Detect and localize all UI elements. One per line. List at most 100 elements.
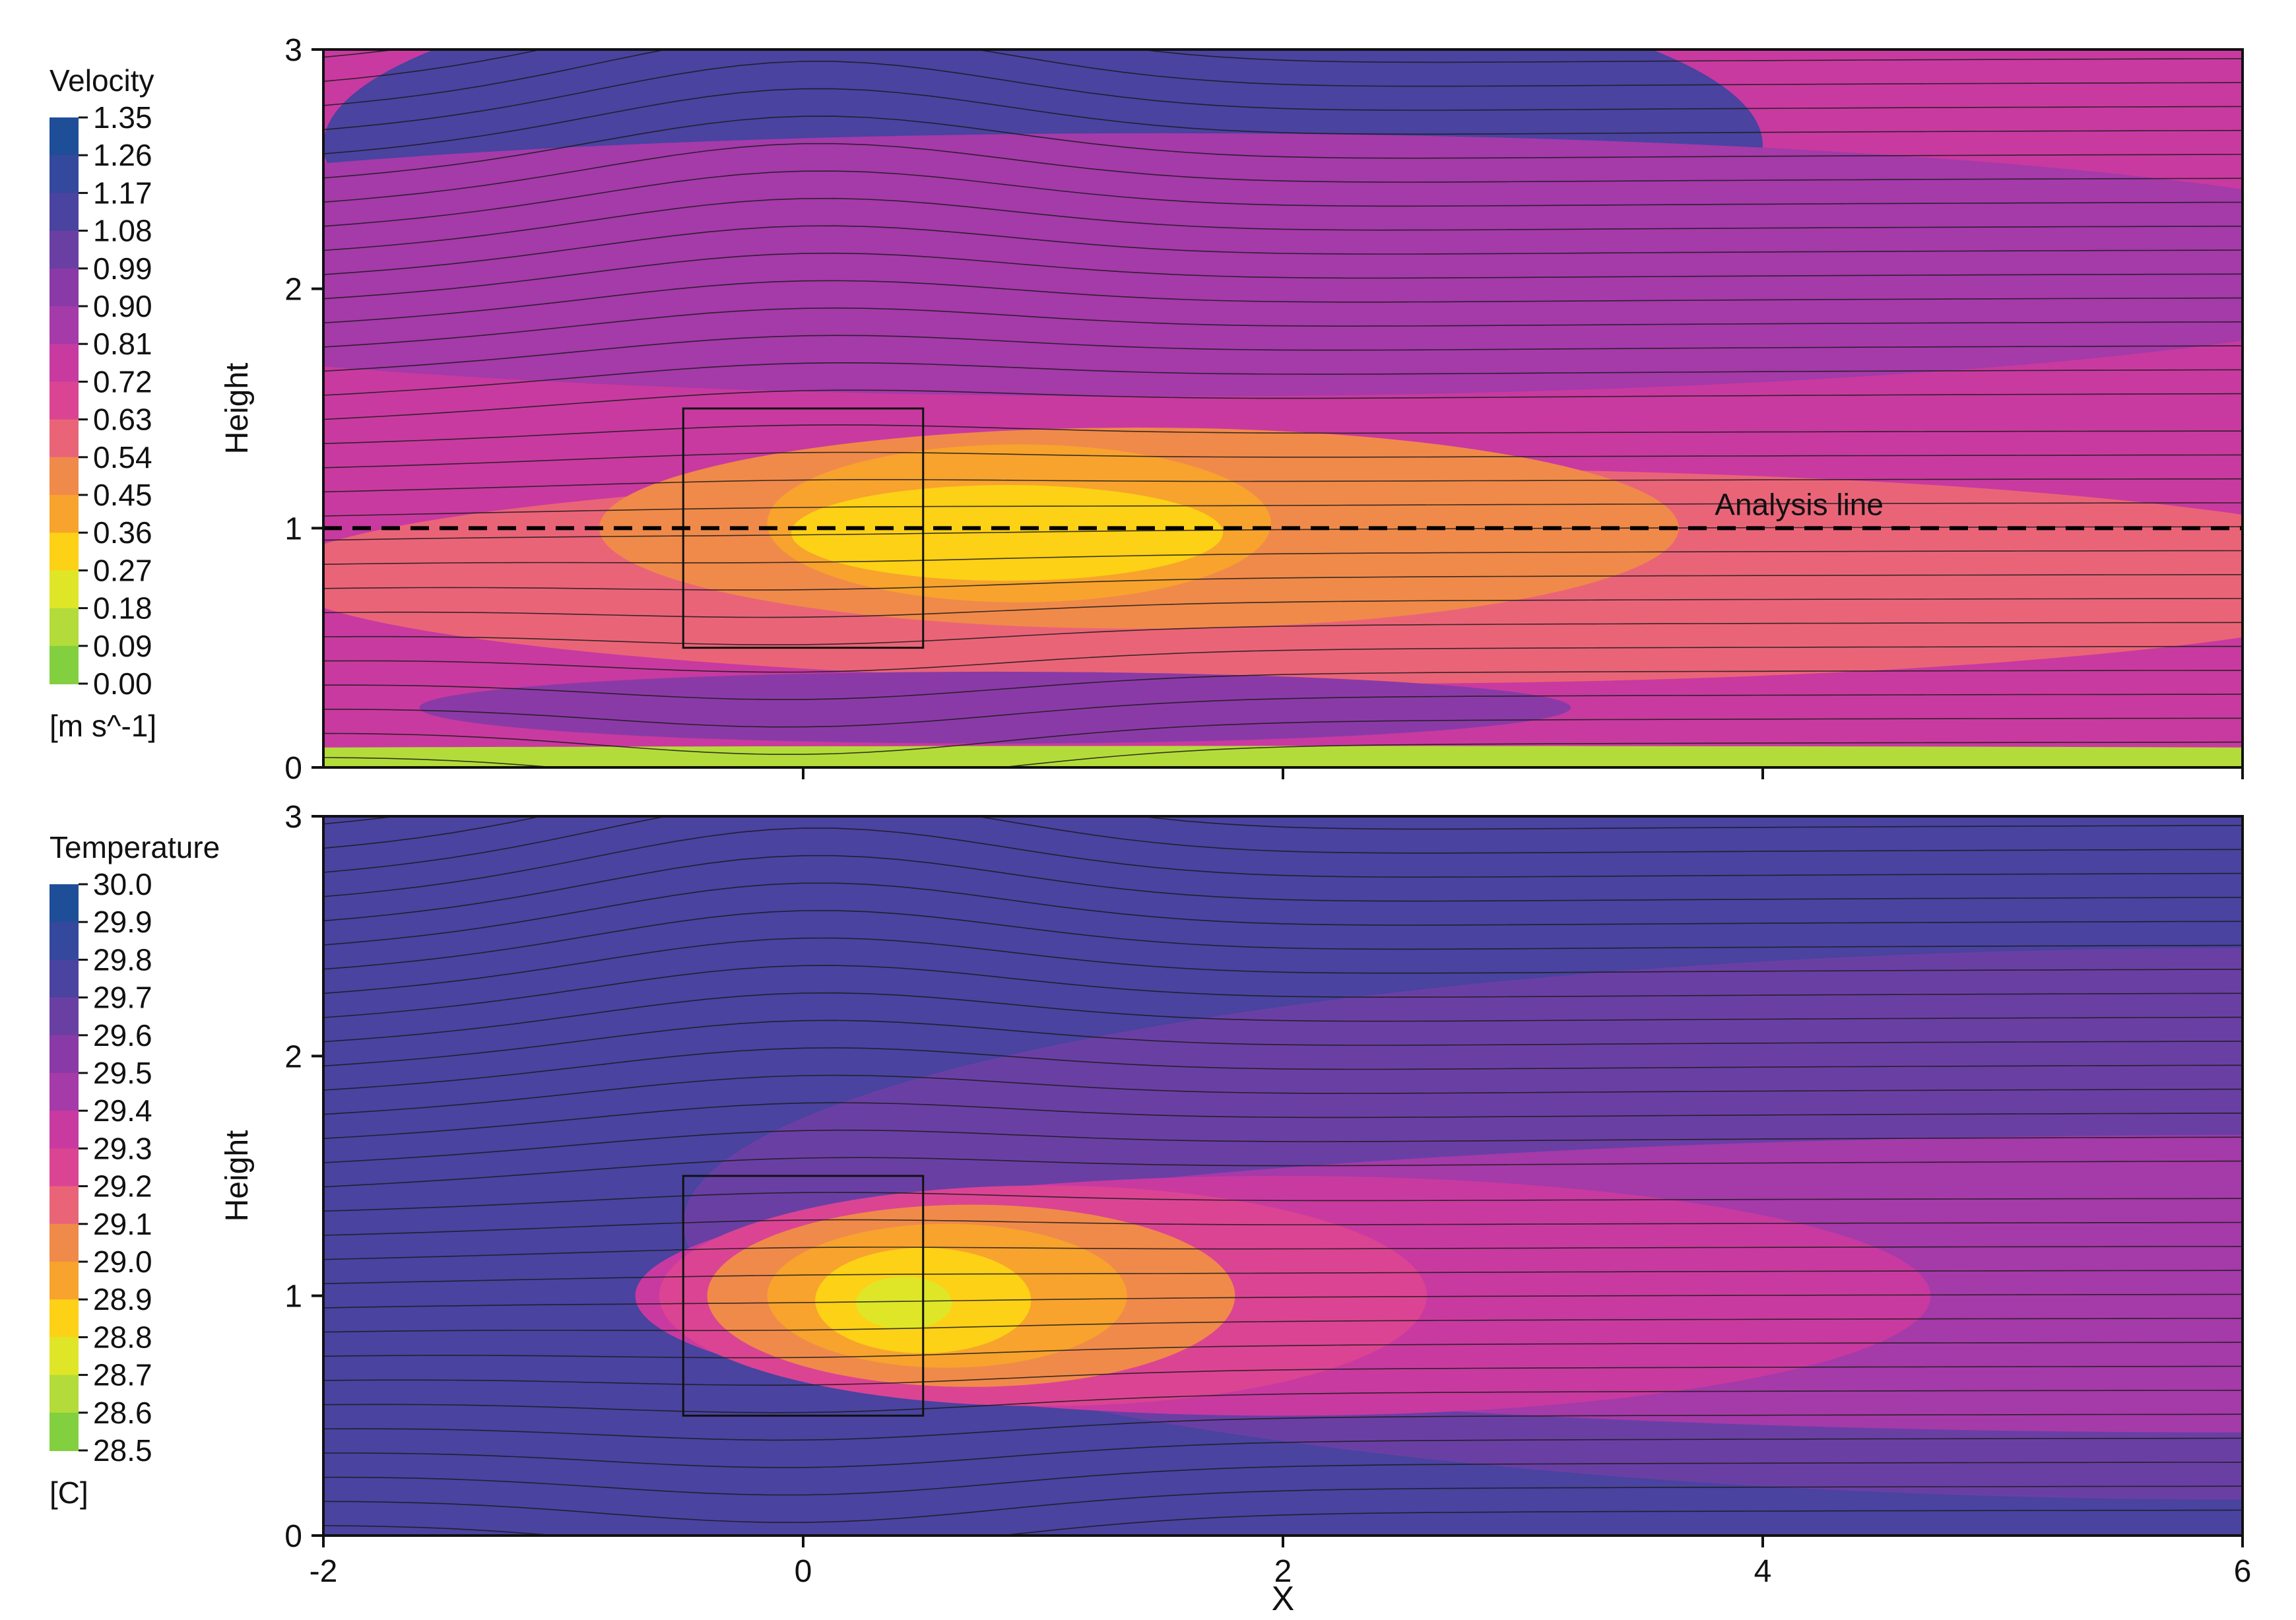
streamline (323, 910, 2243, 970)
colorbar-label: 0.45 (93, 478, 152, 512)
colorbar-swatch (49, 381, 79, 420)
streamline (323, 1293, 2243, 1309)
x-tick-label: -2 (310, 1554, 338, 1589)
streamline (323, 1192, 2243, 1212)
streamline (323, 1413, 2243, 1441)
x-tick-label: 2 (1274, 1554, 1292, 1589)
colorbar-title: Velocity (49, 63, 154, 98)
colorbar-label: 0.09 (93, 629, 152, 663)
streamline (323, 882, 2243, 946)
streamline (323, 1365, 2243, 1386)
streamline (323, 1318, 2243, 1333)
streamline (323, 816, 2243, 849)
streamline (323, 717, 2243, 755)
colorbar-label: 28.9 (93, 1282, 152, 1316)
streamline (323, 49, 2243, 106)
colorbar-label: 29.7 (93, 981, 152, 1015)
colorbar-label: 0.99 (93, 251, 152, 286)
colorbar-swatch (49, 1337, 79, 1376)
colorbar-swatch (49, 230, 79, 269)
streamline (323, 1342, 2243, 1359)
streamline (323, 478, 2243, 493)
colorbar-label: 29.8 (93, 942, 152, 977)
colorbar-swatch (49, 1186, 79, 1225)
streamline (323, 573, 2243, 591)
streamline (323, 502, 2243, 517)
x-tick-label: 6 (2234, 1554, 2252, 1589)
contour-field (323, 816, 2243, 1536)
colorbar-swatch (49, 1073, 79, 1112)
colorbar-swatch (49, 306, 79, 345)
colorbar-label: 29.2 (93, 1169, 152, 1204)
contour-field (323, 49, 2243, 767)
y-tick-label: 2 (284, 273, 302, 308)
streamline (323, 1390, 2243, 1413)
colorbar-label: 29.1 (93, 1207, 152, 1241)
streamline (323, 335, 2243, 372)
colorbar-label: 1.26 (93, 138, 152, 172)
colorbar-label: 29.5 (93, 1056, 152, 1090)
colorbar-label: 30.0 (93, 867, 152, 901)
colorbar-swatch (49, 1223, 79, 1262)
analysis-line-label: Analysis line (1715, 487, 1884, 521)
streamline (323, 1509, 2243, 1536)
colorbar-swatch (49, 1375, 79, 1413)
colorbar-swatch (49, 495, 79, 534)
y-tick-label: 1 (284, 1280, 302, 1314)
y-tick-label: 0 (284, 1519, 302, 1554)
colorbar-swatch (49, 997, 79, 1036)
streamline (323, 669, 2243, 700)
streamline (323, 307, 2243, 348)
colorbar-swatch (49, 1035, 79, 1074)
colorbar-label: 29.0 (93, 1245, 152, 1279)
contour-band-3 (323, 133, 2243, 397)
colorbar-label: 0.00 (93, 666, 152, 701)
streamline (323, 451, 2243, 469)
streamline (323, 170, 2243, 227)
colorbar-label: 1.08 (93, 214, 152, 248)
colorbar-unit: [m s^-1] (49, 709, 156, 743)
streamline (323, 115, 2243, 179)
colorbar-label: 0.27 (93, 553, 152, 587)
colorbar-swatch (49, 922, 79, 961)
colorbar-label: 29.4 (93, 1093, 152, 1128)
y-tick-label: 1 (284, 511, 302, 546)
colorbar-swatch (49, 533, 79, 571)
colorbar-label: 1.35 (93, 100, 152, 135)
colorbar-label: 0.72 (93, 364, 152, 399)
y-axis-label: Height (220, 363, 255, 455)
streamline (323, 992, 2243, 1043)
colorbar-swatch (49, 117, 79, 156)
colorbar-label: 28.5 (93, 1433, 152, 1468)
streamline (323, 1437, 2243, 1468)
contour-band-8 (855, 1276, 952, 1330)
colorbar-swatch (49, 155, 79, 194)
streamline (323, 197, 2243, 251)
streamline (323, 1246, 2243, 1260)
x-tick-label: 4 (1754, 1554, 1772, 1589)
streamline (323, 88, 2243, 154)
temperature-colorbar: Temperature30.029.929.829.729.629.529.42… (49, 830, 220, 1510)
velocity-contour-panel: Analysis line 0 1 2 3 Height (220, 33, 2244, 786)
colorbar-swatch (49, 268, 79, 307)
y-axis-label: Height (220, 1130, 255, 1222)
streamline (323, 143, 2243, 203)
colorbar-swatch (49, 1262, 79, 1301)
streamline (323, 741, 2243, 767)
streamline (323, 1047, 2243, 1091)
colorbar-label: 1.17 (93, 176, 152, 210)
streamline (323, 280, 2243, 324)
streamline (323, 694, 2243, 728)
streamline (323, 1020, 2243, 1067)
contour-band-7 (791, 485, 1224, 581)
y-tick-label: 2 (284, 1039, 302, 1074)
colorbar-label: 0.54 (93, 440, 152, 474)
streamline (323, 622, 2243, 645)
streamline (323, 1462, 2243, 1496)
colorbar-label: 0.18 (93, 591, 152, 626)
streamline (323, 1102, 2243, 1140)
streamline (323, 225, 2243, 275)
colorbar-unit: [C] (49, 1475, 88, 1510)
